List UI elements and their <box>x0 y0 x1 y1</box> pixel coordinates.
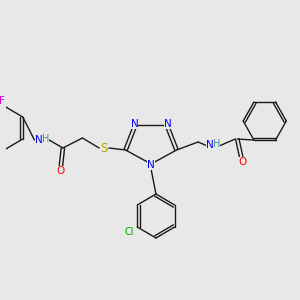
Text: N: N <box>35 135 43 145</box>
Text: Cl: Cl <box>125 227 134 237</box>
Text: F: F <box>0 96 5 106</box>
Text: S: S <box>100 142 108 154</box>
Text: O: O <box>238 157 246 167</box>
Text: N: N <box>206 140 214 150</box>
Text: H: H <box>41 134 49 144</box>
Text: O: O <box>57 166 65 176</box>
Text: N: N <box>164 119 172 129</box>
Text: N: N <box>147 160 155 170</box>
Text: H: H <box>213 139 220 149</box>
Text: N: N <box>130 119 138 129</box>
